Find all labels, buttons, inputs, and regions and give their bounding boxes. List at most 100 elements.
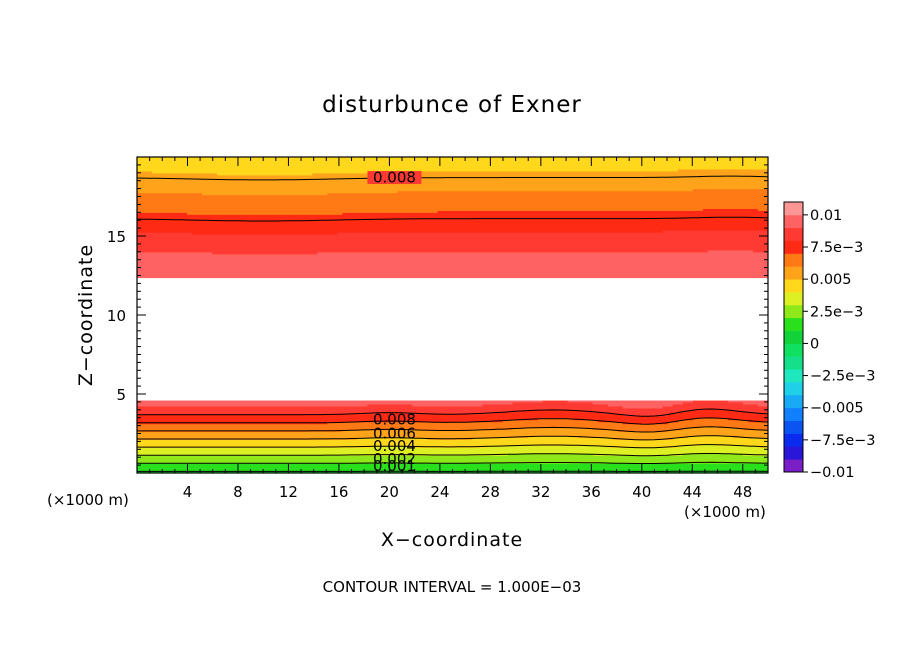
contour-cell	[137, 447, 768, 450]
colorbar-swatch	[784, 407, 803, 421]
contour-cell	[512, 401, 594, 405]
contour-cell	[137, 332, 768, 336]
contour-cell	[582, 409, 689, 413]
contour-cell	[137, 376, 768, 379]
contour-cell	[357, 437, 429, 441]
contour-cell	[137, 190, 399, 194]
contour-cell	[137, 455, 768, 458]
contour-cell	[137, 315, 768, 318]
contour-interval-note: CONTOUR INTERVAL = 1.000E−03	[323, 578, 582, 596]
contour-cell	[692, 188, 768, 192]
axis-ticks	[137, 157, 768, 473]
contour-cell	[137, 435, 529, 439]
contour-cell	[137, 285, 768, 288]
contour-cell	[527, 435, 579, 439]
contour-cell	[137, 198, 768, 202]
colorbar-tick-label: −0.005	[810, 401, 864, 417]
contour-cell	[137, 399, 544, 403]
contour-cell	[137, 239, 768, 243]
contour-label: 0.001	[373, 457, 416, 475]
contour-cell	[607, 445, 679, 448]
colorbar-tick-label: −7.5e−3	[810, 433, 876, 449]
contour-cell	[742, 427, 768, 431]
contour-cell	[137, 311, 768, 314]
contour-cell	[137, 162, 768, 166]
contour-cell	[742, 401, 768, 405]
contour-cell	[732, 435, 768, 439]
contour-cell	[342, 212, 768, 215]
contour-cell	[137, 208, 704, 211]
contour-cell	[212, 251, 318, 255]
contour-cell	[137, 401, 514, 405]
contour-cell	[137, 449, 768, 452]
contour-cell	[757, 403, 768, 407]
contour-cell	[137, 202, 768, 206]
contour-cell	[187, 212, 343, 215]
colorbar-swatch	[784, 446, 803, 460]
contour-cell	[137, 237, 768, 241]
contour-cell	[747, 419, 768, 423]
contour-cell	[137, 409, 524, 413]
contour-cell	[152, 170, 373, 174]
contour-cell	[437, 210, 768, 213]
contour-cell	[137, 340, 768, 344]
x-axis-label: X−coordinate	[381, 529, 523, 551]
contour-cell	[617, 429, 669, 433]
contour-cell	[137, 194, 768, 198]
contour-cell	[137, 279, 768, 283]
contour-cell	[137, 382, 768, 385]
y-tick-label: 15	[107, 228, 126, 246]
contour-cell	[137, 415, 768, 419]
contour-cell	[137, 453, 509, 456]
colorbar-tick-label: 7.5e−3	[810, 240, 863, 256]
contour-cell	[137, 386, 768, 389]
contour-cell	[692, 399, 729, 403]
contour-cell	[137, 273, 768, 277]
contour-cell	[137, 457, 768, 460]
contour-cell	[137, 289, 768, 292]
contour-cell	[137, 200, 768, 204]
contour-cell	[412, 403, 484, 407]
contour-cell	[137, 186, 768, 190]
contour-cell	[137, 245, 768, 249]
contour-cell	[727, 399, 768, 403]
contour-cell	[667, 413, 768, 417]
contour-cell	[317, 251, 768, 255]
y-tick-labels: 5 10 15	[107, 228, 126, 404]
contour-cell	[137, 344, 768, 348]
contour-cell	[137, 461, 768, 464]
contour-cell	[137, 226, 768, 229]
contour-cell	[137, 196, 768, 200]
chart-title: disturbunce of Exner	[322, 92, 582, 118]
colorbar-tick-label: 2.5e−3	[810, 304, 863, 320]
contour-cell	[137, 166, 768, 170]
x-tick-label: 28	[481, 483, 500, 501]
contour-label-bg	[367, 171, 422, 185]
contour-cell	[137, 388, 768, 391]
colorbar-swatch	[784, 433, 803, 447]
contour-cell	[137, 184, 768, 188]
contour-cell	[137, 168, 679, 172]
colorbar-tick-label: 0.01	[810, 208, 842, 224]
contour-cell	[702, 208, 759, 211]
contour-cell	[372, 170, 768, 174]
contour-cell	[137, 263, 768, 267]
contour-cell	[137, 291, 768, 294]
colorbar-swatch	[784, 356, 803, 370]
contour-cell	[137, 265, 768, 269]
contour-cell	[707, 249, 754, 253]
contour-cell	[137, 364, 768, 367]
colorbar-swatch	[784, 394, 803, 409]
contour-cell	[137, 427, 514, 431]
x-tick-label: 20	[380, 483, 399, 501]
contour-cell	[137, 275, 768, 279]
contour-cell	[542, 399, 569, 403]
x-tick-labels: 4 8 12 16 20 24 28 32 36 40 44 48	[183, 483, 753, 501]
contour-cell	[137, 417, 539, 421]
contour-line	[137, 216, 768, 222]
contour-cell	[507, 453, 594, 456]
contour-line	[137, 435, 768, 441]
contour-cell	[687, 435, 734, 439]
contour-cell	[612, 437, 674, 441]
contour-cell	[137, 360, 768, 363]
